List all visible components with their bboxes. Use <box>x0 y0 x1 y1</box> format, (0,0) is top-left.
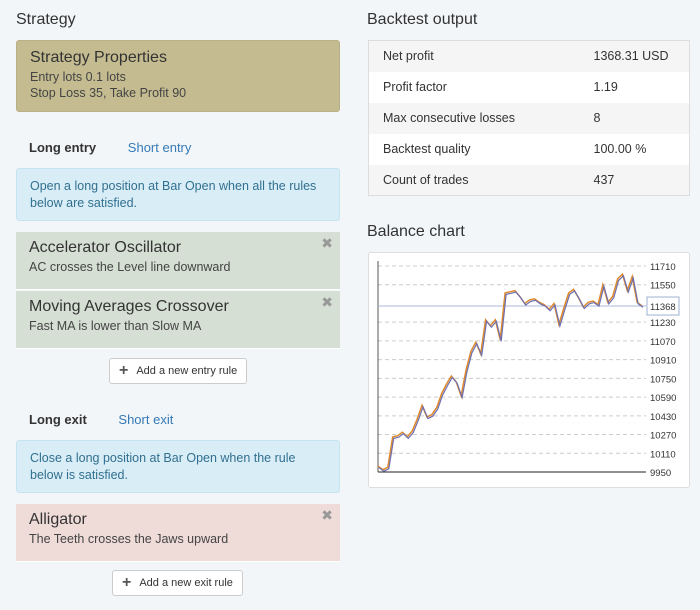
properties-title: Strategy Properties <box>30 49 167 66</box>
remove-rule-icon[interactable]: ✖ <box>321 294 333 310</box>
y-tick-label: 10750 <box>650 374 676 385</box>
backtest-output-heading: Backtest output <box>367 11 478 28</box>
table-row: Count of trades 437 <box>368 164 690 196</box>
metric-label: Profit factor <box>383 80 447 94</box>
balance-chart: 11710 11550 11230 11070 10910 10750 10590 10430… <box>368 252 690 488</box>
table-row: Net profit 1368.31 USD <box>368 40 690 72</box>
table-row: Profit factor 1.19 <box>369 72 690 103</box>
metric-label: Net profit <box>383 49 434 64</box>
rule-title: Accelerator Oscillator <box>29 239 182 256</box>
metric-value: 1368.31 USD <box>593 49 669 64</box>
y-tick-label: 11710 <box>650 262 676 273</box>
balance-line-orange <box>377 272 643 471</box>
metric-value: 8 <box>593 111 601 125</box>
balance-line <box>378 274 644 472</box>
entry-tabs: Long entry Short entry <box>29 140 191 155</box>
tab-short-exit[interactable]: Short exit <box>118 412 174 427</box>
add-entry-rule-label: Add a new entry rule <box>136 365 238 377</box>
entry-rule[interactable]: Accelerator Oscillator AC crosses the Le… <box>16 232 340 290</box>
y-tick-label: 11070 <box>650 337 676 348</box>
metric-label: Count of trades <box>383 172 469 187</box>
exit-info: Close a long position at Bar Open when t… <box>16 440 340 493</box>
y-tick-label: 11550 <box>650 281 676 292</box>
balance-chart-heading: Balance chart <box>367 223 465 240</box>
rule-desc: AC crosses the Level line downward <box>29 260 231 274</box>
metric-value: 100.00 % <box>593 142 647 156</box>
backtest-output-table: Net profit 1368.31 USD Profit factor 1.19 … <box>368 40 690 196</box>
remove-rule-icon[interactable]: ✖ <box>321 507 333 523</box>
plus-icon: + <box>119 362 129 379</box>
balance-chart-svg: 11710 11550 11230 11070 10910 10750 10590 10430… <box>377 261 680 479</box>
entry-info: Open a long position at Bar Open when al… <box>16 168 340 221</box>
entry-lots: Entry lots 0.1 lots <box>30 70 126 84</box>
table-row: Backtest quality 100.00 % <box>369 134 690 165</box>
rule-title: Moving Averages Crossover <box>29 298 229 315</box>
add-exit-rule-button[interactable]: + Add a new exit rule <box>112 570 243 596</box>
metric-value: 437 <box>593 172 615 187</box>
rule-desc: Fast MA is lower than Slow MA <box>29 319 202 333</box>
y-tick-label: 10430 <box>650 412 676 423</box>
rule-desc: The Teeth crosses the Jaws upward <box>29 532 229 546</box>
current-value-box <box>646 296 680 316</box>
entry-rule[interactable]: Moving Averages Crossover Fast MA is low… <box>16 291 340 349</box>
metric-value: 1.19 <box>593 80 618 94</box>
strategy-heading: Strategy <box>16 11 76 28</box>
y-tick-label: 10110 <box>650 449 676 460</box>
exit-rule[interactable]: Alligator The Teeth crosses the Jaws upw… <box>16 504 340 562</box>
add-exit-rule-label: Add a new exit rule <box>139 577 233 589</box>
table-row: Max consecutive losses 8 <box>368 102 690 134</box>
add-entry-rule-button[interactable]: + Add a new entry rule <box>109 358 248 384</box>
plus-icon: + <box>122 574 132 591</box>
y-tick-label: 10910 <box>650 356 676 367</box>
exit-tabs: Long exit Short exit <box>29 412 173 427</box>
metric-label: Max consecutive losses <box>383 111 516 125</box>
y-tick-label: 10590 <box>650 393 676 404</box>
rule-title: Alligator <box>29 511 87 528</box>
y-tick-label: 9950 <box>650 468 671 479</box>
tab-long-entry[interactable]: Long entry <box>29 140 97 155</box>
metric-label: Backtest quality <box>383 142 471 156</box>
tab-long-exit[interactable]: Long exit <box>29 412 87 427</box>
remove-rule-icon[interactable]: ✖ <box>321 235 333 251</box>
y-tick-label: 10270 <box>650 431 676 442</box>
tab-short-entry[interactable]: Short entry <box>127 140 192 155</box>
y-tick-label: 11230 <box>650 318 676 329</box>
current-value-label: 11368 <box>650 302 676 313</box>
strategy-properties-panel[interactable]: Strategy Properties Entry lots 0.1 lots … <box>16 40 340 112</box>
sl-tp: Stop Loss 35, Take Profit 90 <box>30 86 187 100</box>
